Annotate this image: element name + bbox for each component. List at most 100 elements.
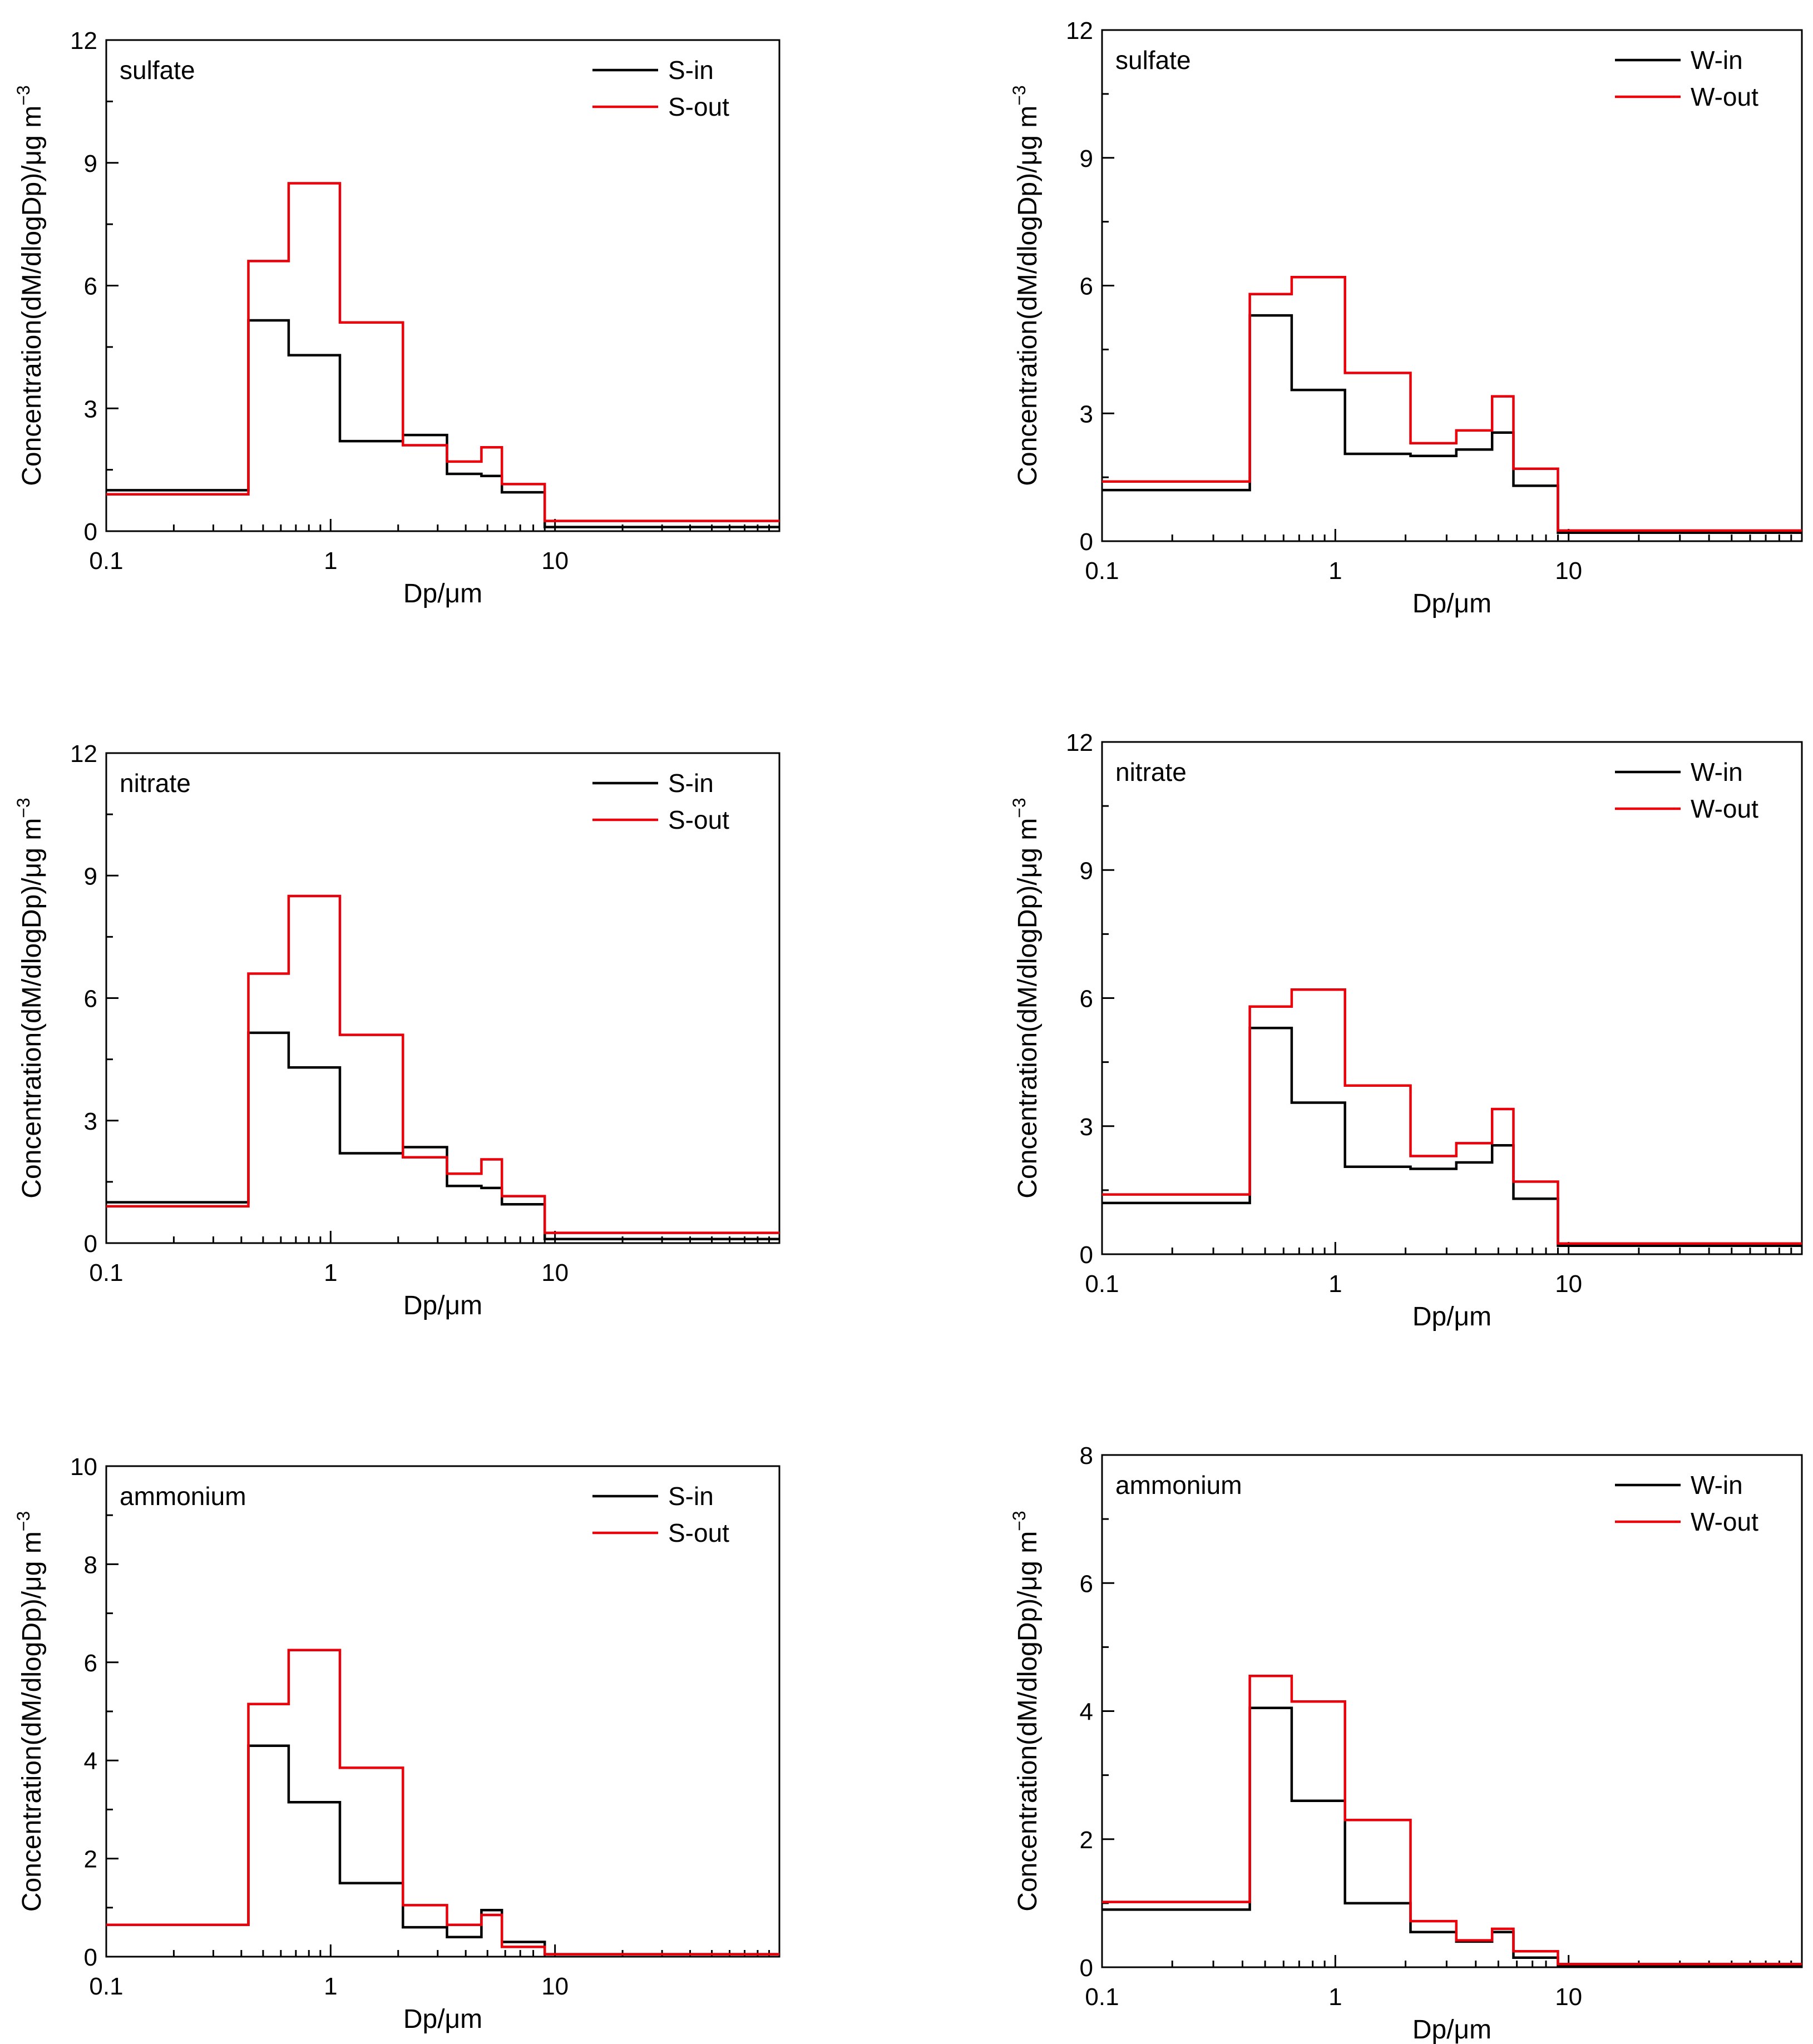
chart-panel-4: 0 3 6 9 12 0.1 1 10 Dp/μm Concentration(dM/dlogDp… [1009,729,1803,1332]
series-line-s-out [106,182,779,522]
y-axis-title-superscript: −3 [1009,1511,1029,1531]
y-tick-label: 6 [84,1650,97,1677]
x-tick-label: 0.1 [1085,1270,1119,1298]
y-tick-label: 3 [1080,1113,1093,1141]
y-axis-title-text: Concentration(dM/dlogDp)/μg m [17,106,47,486]
y-tick-label: 0 [1080,528,1093,556]
x-axis-title: Dp/μm [1412,1302,1491,1332]
x-tick-label: 0.1 [89,1259,123,1286]
y-tick-label: 0 [1080,1954,1093,1982]
x-tick-label: 0.1 [1085,1983,1119,2011]
y-axis-title-superscript: −3 [13,85,33,105]
y-tick-label: 8 [1080,1442,1093,1469]
y-tick-label: 4 [84,1748,97,1775]
legend-label: W-in [1691,1471,1743,1499]
y-axis-title-text: Concentration(dM/dlogDp)/μg m [1013,106,1043,486]
y-axis-title-text: Concentration(dM/dlogDp)/μg m [1013,1531,1043,1912]
chart-panel-6: 0 2 4 6 8 0.1 1 10 Dp/μm Concentration(dM/dlogDp)… [1009,1442,1803,2044]
series-line-s-in [106,1031,779,1240]
x-tick-label: 10 [541,1973,569,2000]
y-tick-label: 12 [70,740,97,768]
series-line-s-out [106,1649,779,1956]
legend-label: W-out [1691,1507,1758,1536]
panel-label: nitrate [1115,758,1187,786]
y-tick-label: 9 [1080,857,1093,884]
y-tick-label: 10 [70,1453,97,1481]
y-tick-label: 6 [84,273,97,300]
series-line-w-out [1102,988,1802,1245]
x-tick-label: 0.1 [89,547,123,575]
y-axis-title: Concentration(dM/dlogDp)/μg m−3 [13,1511,47,1912]
chart-panel-1: 0 3 6 9 12 0.1 1 10 Dp/μm Concentration(dM/dlogDp… [13,27,780,608]
y-axis-title-text: Concentration(dM/dlogDp)/μg m [17,818,47,1199]
panel-label: sulfate [1115,46,1191,75]
y-axis-title: Concentration(dM/dlogDp)/μg m−3 [1009,85,1043,486]
panel-label: nitrate [120,769,191,798]
x-tick-label: 1 [1328,1270,1342,1298]
y-tick-label: 9 [84,150,97,177]
y-tick-label: 0 [84,518,97,546]
x-axis-title: Dp/μm [403,2005,482,2034]
chart-panel-2: 0 3 6 9 12 0.1 1 10 Dp/μm Concentration(dM/dlogDp… [1009,17,1803,618]
x-tick-label: 10 [541,547,569,575]
y-axis-title-superscript: −3 [13,798,33,818]
y-tick-label: 2 [84,1846,97,1873]
y-tick-label: 0 [1080,1241,1093,1269]
y-axis-title-text: Concentration(dM/dlogDp)/μg m [1013,818,1043,1199]
chart-panel-3: 0 3 6 9 12 0.1 1 10 Dp/μm Concentration(dM/dlogDp… [13,740,780,1320]
chart-panel-5: 0 2 4 6 8 10 0.1 1 10 Dp/μm Concentration(dM/dlogD… [13,1453,780,2034]
series-line-w-out [1102,1674,1802,1966]
legend-label: W-in [1691,758,1743,786]
legend-label: S-out [668,92,729,121]
x-tick-label: 1 [324,547,337,575]
y-tick-label: 6 [1080,1570,1093,1597]
legend-label: W-out [1691,794,1758,823]
series-line-s-out [106,894,779,1234]
x-axis-title: Dp/μm [403,1291,482,1320]
y-tick-label: 0 [84,1230,97,1258]
series-line-w-out [1102,275,1802,532]
series-line-w-in [1102,1706,1802,1967]
y-tick-label: 6 [1080,273,1093,300]
legend-label: S-in [668,1482,714,1511]
y-tick-label: 0 [84,1944,97,1971]
y-tick-label: 4 [1080,1699,1093,1726]
legend-label: S-out [668,805,729,834]
y-tick-label: 3 [1080,400,1093,428]
x-tick-label: 10 [1555,1270,1582,1298]
y-axis-title-superscript: −3 [13,1511,33,1531]
y-tick-label: 3 [84,395,97,423]
x-tick-label: 1 [1328,557,1342,585]
x-tick-label: 1 [324,1259,337,1286]
y-axis-title: Concentration(dM/dlogDp)/μg m−3 [13,798,47,1198]
x-tick-label: 1 [324,1973,337,2000]
panel-label: sulfate [120,56,195,85]
legend-label: W-out [1691,82,1758,111]
x-axis-title: Dp/μm [403,579,482,608]
y-axis-title-text: Concentration(dM/dlogDp)/μg m [17,1531,47,1912]
x-axis-title: Dp/μm [1412,2015,1491,2044]
y-axis-title-superscript: −3 [1009,85,1029,105]
x-tick-label: 0.1 [1085,557,1119,585]
y-axis-title: Concentration(dM/dlogDp)/μg m−3 [1009,798,1043,1198]
x-tick-label: 0.1 [89,1973,123,2000]
x-tick-label: 10 [541,1259,569,1286]
legend-label: W-in [1691,46,1743,75]
legend-label: S-out [668,1518,729,1547]
legend-label: S-in [668,769,714,798]
y-axis-title-superscript: −3 [1009,798,1029,818]
series-line-s-in [106,1744,779,1956]
y-tick-label: 2 [1080,1827,1093,1854]
y-tick-label: 9 [1080,145,1093,172]
y-tick-label: 12 [1066,729,1093,756]
y-tick-label: 3 [84,1108,97,1135]
panel-label: ammonium [1115,1471,1242,1499]
series-line-w-in [1102,1026,1802,1247]
y-tick-label: 12 [1066,17,1093,44]
legend-label: S-in [668,56,714,85]
y-axis-title: Concentration(dM/dlogDp)/μg m−3 [1009,1511,1043,1911]
panel-label: ammonium [120,1482,246,1511]
x-tick-label: 10 [1555,557,1582,585]
y-tick-label: 6 [1080,986,1093,1013]
series-line-s-in [106,319,779,528]
